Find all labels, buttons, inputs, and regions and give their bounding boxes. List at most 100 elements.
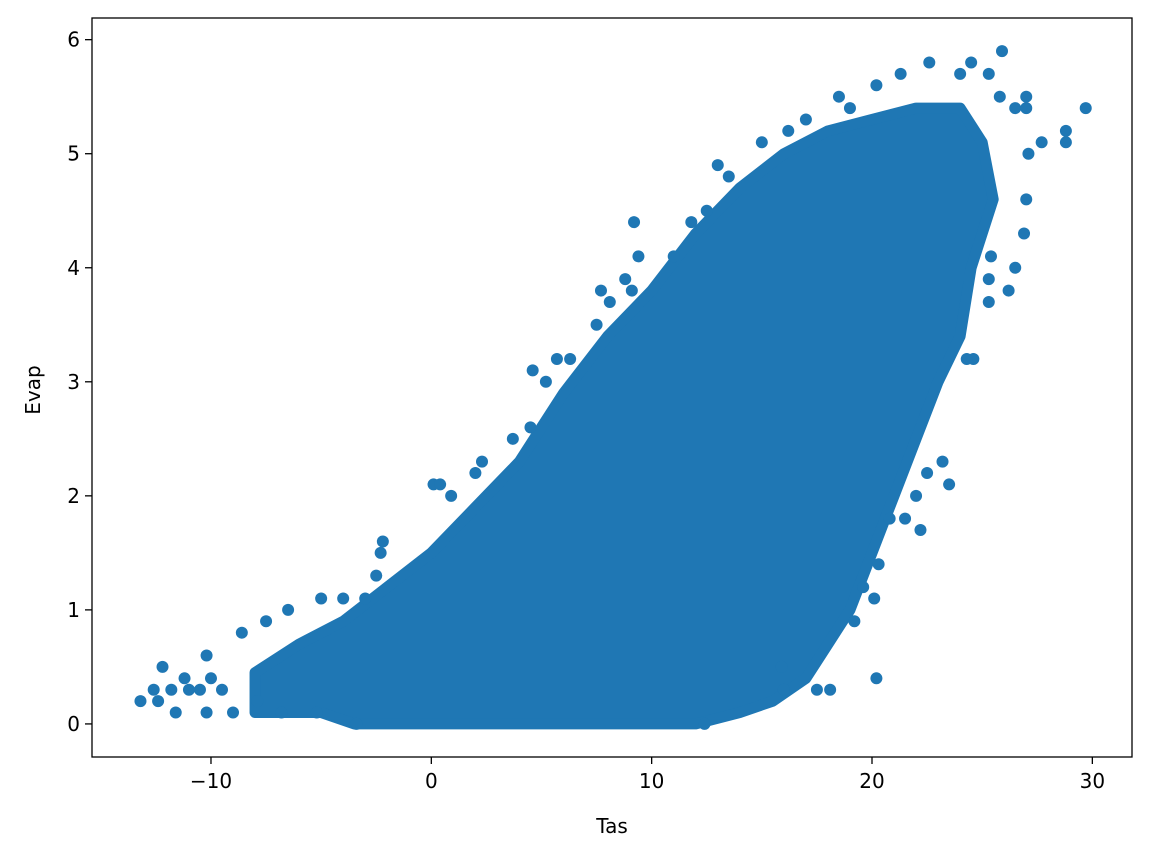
- scatter-point: [469, 467, 482, 480]
- scatter-point: [984, 250, 997, 263]
- y-tick-label: 4: [67, 256, 80, 280]
- scatter-point: [848, 615, 861, 628]
- scatter-point: [152, 695, 165, 708]
- scatter-point: [700, 204, 713, 217]
- scatter-point: [182, 683, 195, 696]
- scatter-point: [872, 558, 885, 571]
- scatter-point: [1022, 147, 1035, 160]
- scatter-point: [603, 295, 616, 308]
- scatter-point: [843, 102, 856, 115]
- scatter-point: [156, 660, 169, 673]
- scatter-point: [594, 284, 607, 297]
- scatter-point: [914, 524, 927, 537]
- scatter-point: [982, 67, 995, 80]
- scatter-point: [832, 90, 845, 103]
- scatter-point: [251, 695, 264, 708]
- scatter-point: [982, 295, 995, 308]
- scatter-point: [899, 512, 912, 525]
- scatter-point: [698, 717, 711, 730]
- scatter-point: [147, 683, 160, 696]
- scatter-point: [337, 592, 350, 605]
- scatter-point: [965, 56, 978, 69]
- scatter-point: [550, 352, 563, 365]
- y-tick-label: 0: [67, 712, 80, 736]
- scatter-point: [227, 706, 240, 719]
- scatter-point: [799, 113, 812, 126]
- scatter-point: [1020, 193, 1033, 206]
- scatter-point: [810, 683, 823, 696]
- scatter-point: [1020, 102, 1033, 115]
- axes-frame: [91, 17, 1133, 758]
- scatter-point: [923, 56, 936, 69]
- scatter-point: [204, 672, 217, 685]
- scatter-point: [260, 615, 273, 628]
- scatter-point: [370, 569, 383, 582]
- scatter-point: [1035, 136, 1048, 149]
- scatter-point: [628, 216, 641, 229]
- scatter-point: [868, 592, 881, 605]
- x-tick-label: 10: [639, 769, 664, 793]
- scatter-point: [782, 124, 795, 137]
- y-axis: 0 1 2 3 4 5 6: [67, 28, 92, 736]
- scatter-point: [178, 672, 191, 685]
- scatter-point: [625, 284, 638, 297]
- y-axis-label: Evap: [21, 365, 45, 414]
- y-tick-label: 5: [67, 142, 80, 166]
- scatter-point: [1059, 124, 1072, 137]
- scatter-point: [445, 489, 458, 502]
- scatter-point: [954, 67, 967, 80]
- scatter-point: [193, 683, 206, 696]
- scatter-point: [1009, 261, 1022, 274]
- scatter-point: [870, 79, 883, 92]
- x-axis: −10 0 10 20 30: [190, 757, 1105, 793]
- scatter-point: [1018, 227, 1031, 240]
- scatter-point: [1020, 90, 1033, 103]
- scatter-point: [857, 581, 870, 594]
- scatter-point: [996, 45, 1008, 58]
- y-tick-label: 6: [67, 28, 80, 52]
- scatter-point: [775, 660, 788, 673]
- x-axis-label: Tas: [595, 814, 628, 838]
- scatter-point: [755, 136, 768, 149]
- x-tick-label: 30: [1080, 769, 1105, 793]
- scatter-point: [777, 683, 790, 696]
- scatter-point: [374, 546, 387, 559]
- scatter-point: [993, 90, 1006, 103]
- scatter-point: [169, 706, 182, 719]
- scatter-point: [590, 318, 603, 331]
- scatter-point: [315, 592, 328, 605]
- y-tick-label: 2: [67, 484, 80, 508]
- scatter-point: [936, 455, 949, 468]
- scatter-point: [619, 273, 632, 286]
- scatter-point: [1059, 136, 1072, 149]
- y-tick-label: 1: [67, 598, 80, 622]
- scatter-point: [165, 683, 178, 696]
- scatter-point: [216, 683, 228, 696]
- scatter-point: [870, 672, 883, 685]
- scatter-point: [434, 478, 447, 491]
- scatter-point: [524, 421, 537, 434]
- scatter-point: [282, 603, 295, 616]
- scatter-point: [275, 706, 288, 719]
- scatter-point: [632, 250, 645, 263]
- dense-point-cloud: [249, 102, 999, 730]
- scatter-point: [722, 170, 735, 183]
- scatter-point: [883, 512, 896, 525]
- scatter-point: [476, 455, 488, 468]
- scatter-point: [1002, 284, 1015, 297]
- scatter-point: [526, 364, 539, 377]
- scatter-point: [711, 159, 724, 172]
- scatter-point: [235, 626, 248, 639]
- scatter-point: [1079, 102, 1092, 115]
- y-tick-label: 3: [67, 370, 80, 394]
- scatter-point: [685, 216, 698, 229]
- x-tick-label: 0: [425, 769, 438, 793]
- scatter-point: [350, 717, 363, 730]
- scatter-point: [1009, 102, 1022, 115]
- scatter-point: [982, 273, 995, 286]
- scatter-point: [376, 535, 389, 548]
- scatter-point: [943, 478, 956, 491]
- scatter-point: [894, 67, 907, 80]
- scatter-point: [921, 467, 934, 480]
